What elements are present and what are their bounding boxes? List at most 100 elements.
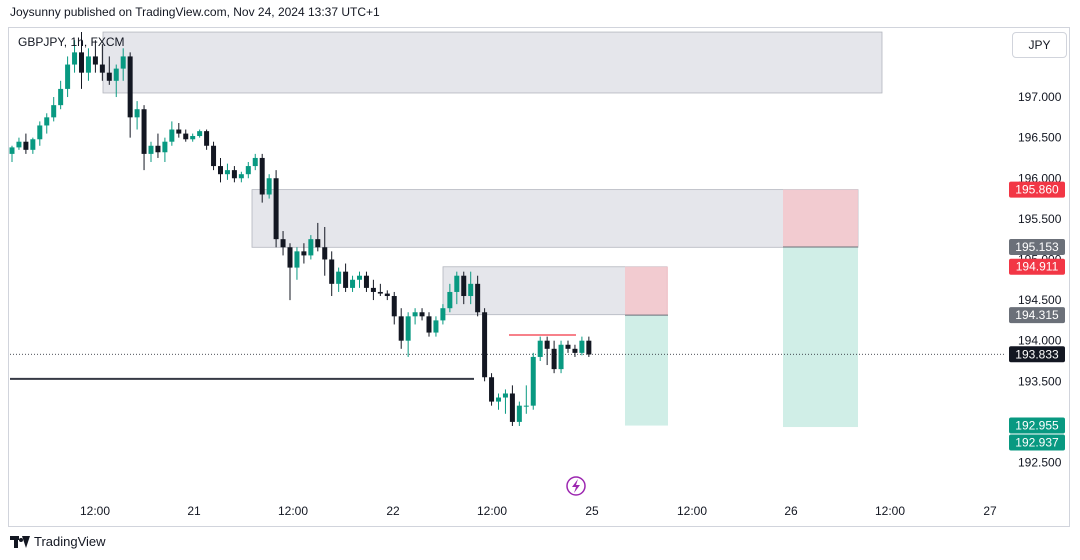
candle bbox=[530, 352, 536, 410]
candle-body bbox=[308, 239, 314, 256]
candle-body bbox=[106, 72, 112, 81]
candle bbox=[148, 141, 154, 163]
candle bbox=[273, 170, 279, 248]
candle-body bbox=[141, 109, 147, 154]
candle-body bbox=[169, 129, 175, 142]
candle-body bbox=[419, 312, 425, 317]
candle bbox=[384, 290, 390, 301]
candle bbox=[336, 267, 342, 292]
candle-body bbox=[211, 145, 217, 167]
candle-body bbox=[357, 275, 362, 280]
candle bbox=[350, 275, 356, 292]
currency-button[interactable]: JPY bbox=[1012, 32, 1067, 58]
candle-body bbox=[204, 131, 210, 146]
candle bbox=[433, 316, 439, 337]
candle-body bbox=[134, 109, 140, 118]
candle-body bbox=[530, 356, 536, 406]
candle bbox=[252, 153, 258, 171]
candle bbox=[51, 97, 57, 122]
candle bbox=[447, 283, 453, 313]
chart-frame[interactable] bbox=[8, 27, 1070, 527]
candle bbox=[92, 40, 98, 73]
candle bbox=[475, 275, 481, 317]
candle bbox=[516, 401, 522, 426]
candle-body bbox=[489, 377, 495, 402]
x-tick-label: 27 bbox=[983, 504, 997, 518]
candle-body bbox=[23, 141, 29, 150]
tradingview-footer[interactable]: TradingView bbox=[10, 534, 106, 549]
candle bbox=[85, 48, 91, 81]
candle bbox=[322, 226, 328, 276]
candle-body bbox=[544, 340, 550, 349]
candle-body bbox=[363, 275, 369, 288]
candle-body bbox=[231, 170, 237, 179]
candle-body bbox=[475, 283, 481, 313]
supply-zone bbox=[251, 189, 859, 248]
candle bbox=[315, 222, 321, 252]
candle bbox=[496, 393, 501, 410]
candle bbox=[405, 312, 411, 357]
candle bbox=[440, 304, 446, 325]
x-tick-label: 12:00 bbox=[278, 504, 308, 518]
price-badge-bg bbox=[1009, 239, 1065, 256]
candle bbox=[245, 162, 251, 179]
candle bbox=[9, 145, 15, 163]
candle-body bbox=[322, 247, 328, 260]
candle bbox=[204, 129, 210, 150]
candle bbox=[412, 308, 418, 325]
candle-body bbox=[343, 271, 349, 288]
candle bbox=[363, 271, 369, 292]
price-badge-label: 195.153 bbox=[1015, 240, 1059, 254]
x-tick-label: 12:00 bbox=[875, 504, 905, 518]
candle bbox=[72, 40, 78, 73]
candle bbox=[565, 340, 571, 353]
symbol-label[interactable]: GBPJPY, 1h, FXCM bbox=[18, 35, 125, 49]
candle-body bbox=[398, 316, 404, 341]
x-tick-label: 12:00 bbox=[677, 504, 707, 518]
candle-body bbox=[79, 52, 84, 73]
candle bbox=[489, 373, 495, 406]
candle bbox=[329, 251, 335, 297]
candle bbox=[426, 312, 432, 337]
price-badge: 192.937 bbox=[1009, 434, 1065, 451]
candle-body bbox=[412, 312, 418, 317]
price-badge-label: 194.911 bbox=[1016, 260, 1059, 274]
candle-body bbox=[183, 133, 189, 140]
candle-body bbox=[350, 279, 356, 288]
candle-body bbox=[51, 105, 57, 118]
candle-body bbox=[370, 287, 376, 292]
events-icon[interactable] bbox=[566, 476, 586, 496]
candle bbox=[391, 291, 397, 325]
price-badge-label: 194.315 bbox=[1015, 308, 1059, 322]
price-badge-bg bbox=[1009, 417, 1065, 434]
candle bbox=[127, 52, 133, 138]
candle bbox=[370, 279, 376, 301]
candle-body bbox=[85, 56, 91, 73]
candle-body bbox=[127, 56, 133, 118]
price-badge: 195.153 bbox=[1009, 239, 1065, 256]
candle-body bbox=[454, 275, 460, 292]
candle bbox=[218, 157, 223, 183]
y-tick-label: 194.000 bbox=[1018, 334, 1062, 348]
candle-body bbox=[190, 136, 196, 140]
candle-body bbox=[294, 251, 300, 268]
candle-body bbox=[148, 145, 154, 154]
candle bbox=[461, 271, 467, 305]
candle bbox=[468, 271, 474, 305]
candle-body bbox=[9, 147, 15, 154]
price-badge-label: 192.937 bbox=[1015, 436, 1059, 450]
candle bbox=[502, 389, 508, 414]
candle bbox=[231, 166, 237, 183]
y-tick-label: 197.000 bbox=[1018, 90, 1062, 104]
candle bbox=[301, 243, 307, 264]
candle bbox=[16, 137, 22, 150]
candle-body bbox=[565, 344, 571, 349]
candle bbox=[586, 336, 592, 357]
lightning-icon bbox=[572, 479, 580, 493]
candle bbox=[155, 133, 161, 158]
candle-body bbox=[259, 157, 265, 195]
candle bbox=[106, 56, 112, 85]
candle bbox=[308, 235, 314, 260]
candle-body bbox=[433, 320, 439, 333]
